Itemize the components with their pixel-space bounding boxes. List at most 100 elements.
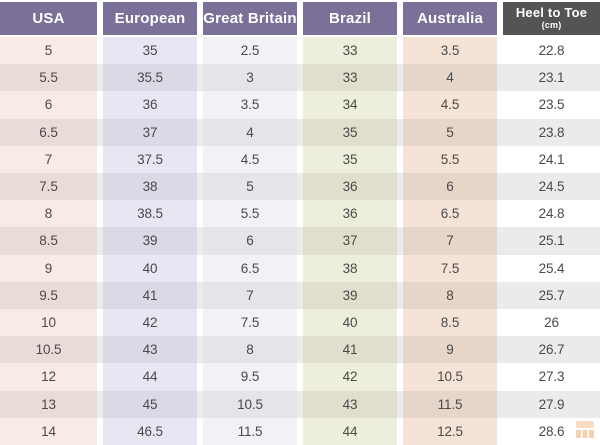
cell-heel-to-toe: 26.7 bbox=[503, 336, 600, 364]
cell-brazil: 35 bbox=[303, 145, 397, 173]
cell-great-britain: 2.5 bbox=[203, 37, 297, 65]
cell-heel-to-toe: 23.5 bbox=[503, 91, 600, 119]
cell-heel-to-toe: 25.1 bbox=[503, 227, 600, 255]
cell-usa: 7 bbox=[0, 145, 97, 173]
column-header-label: European bbox=[114, 9, 186, 27]
table-row: 12 44 9.5 42 10.5 27.3 bbox=[0, 363, 600, 391]
column-header-sublabel: (cm) bbox=[541, 20, 562, 31]
table-row: 5.5 35.5 3 33 4 23.1 bbox=[0, 64, 600, 92]
cell-australia: 3.5 bbox=[403, 37, 497, 65]
column-header-label: Great Britain bbox=[203, 9, 297, 27]
cell-usa: 8.5 bbox=[0, 227, 97, 255]
cell-brazil: 33 bbox=[303, 64, 397, 92]
cell-usa: 10.5 bbox=[0, 336, 97, 364]
column-header-label: USA bbox=[32, 9, 65, 27]
cell-great-britain: 5 bbox=[203, 173, 297, 201]
table-row: 7 37.5 4.5 35 5.5 24.1 bbox=[0, 145, 600, 173]
cell-great-britain: 5.5 bbox=[203, 200, 297, 228]
column-header-australia: Australia bbox=[403, 2, 497, 35]
cell-brazil: 39 bbox=[303, 281, 397, 309]
table-header-row: USA European Great Britain Brazil Australia H… bbox=[0, 2, 600, 35]
cell-great-britain: 3.5 bbox=[203, 91, 297, 119]
column-header-great-britain: Great Britain bbox=[203, 2, 297, 35]
table-row: 8 38.5 5.5 36 6.5 24.8 bbox=[0, 200, 600, 228]
cell-european: 35 bbox=[103, 37, 197, 65]
table-row: 14 46.5 11.5 44 12.5 28.6 bbox=[0, 417, 600, 445]
cell-usa: 9 bbox=[0, 254, 97, 282]
table-body: 5 35 2.5 33 3.5 22.8 5.5 35.5 3 33 4 23.1 6 36 3.5 34 4.… bbox=[0, 37, 600, 445]
cell-usa: 14 bbox=[0, 417, 97, 445]
cell-usa: 12 bbox=[0, 363, 97, 391]
cell-european: 45 bbox=[103, 390, 197, 418]
cell-australia: 10.5 bbox=[403, 363, 497, 391]
cell-great-britain: 7.5 bbox=[203, 309, 297, 337]
cell-great-britain: 3 bbox=[203, 64, 297, 92]
cell-great-britain: 4.5 bbox=[203, 145, 297, 173]
table-row: 10.5 43 8 41 9 26.7 bbox=[0, 336, 600, 364]
cell-great-britain: 6 bbox=[203, 227, 297, 255]
table-row: 8.5 39 6 37 7 25.1 bbox=[0, 227, 600, 255]
cell-australia: 4.5 bbox=[403, 91, 497, 119]
cell-heel-to-toe: 23.1 bbox=[503, 64, 600, 92]
cell-european: 43 bbox=[103, 336, 197, 364]
cell-european: 42 bbox=[103, 309, 197, 337]
cell-great-britain: 9.5 bbox=[203, 363, 297, 391]
cell-european: 38.5 bbox=[103, 200, 197, 228]
column-header-usa: USA bbox=[0, 2, 97, 35]
cell-australia: 7 bbox=[403, 227, 497, 255]
cell-great-britain: 11.5 bbox=[203, 417, 297, 445]
cell-brazil: 41 bbox=[303, 336, 397, 364]
cell-european: 36 bbox=[103, 91, 197, 119]
cell-brazil: 42 bbox=[303, 363, 397, 391]
cell-usa: 9.5 bbox=[0, 281, 97, 309]
cell-european: 44 bbox=[103, 363, 197, 391]
cell-great-britain: 7 bbox=[203, 281, 297, 309]
column-header-brazil: Brazil bbox=[303, 2, 397, 35]
cell-brazil: 38 bbox=[303, 254, 397, 282]
cell-brazil: 44 bbox=[303, 417, 397, 445]
column-header-label: Australia bbox=[417, 9, 483, 27]
cell-brazil: 37 bbox=[303, 227, 397, 255]
cell-heel-to-toe: 24.5 bbox=[503, 173, 600, 201]
cell-australia: 12.5 bbox=[403, 417, 497, 445]
table-row: 6 36 3.5 34 4.5 23.5 bbox=[0, 91, 600, 119]
cell-brazil: 34 bbox=[303, 91, 397, 119]
cell-australia: 8 bbox=[403, 281, 497, 309]
cell-usa: 10 bbox=[0, 309, 97, 337]
cell-european: 46.5 bbox=[103, 417, 197, 445]
cell-heel-to-toe: 27.3 bbox=[503, 363, 600, 391]
cell-australia: 11.5 bbox=[403, 390, 497, 418]
cell-australia: 8.5 bbox=[403, 309, 497, 337]
cell-heel-to-toe: 27.9 bbox=[503, 390, 600, 418]
cell-european: 38 bbox=[103, 173, 197, 201]
cell-heel-to-toe: 25.4 bbox=[503, 254, 600, 282]
cell-australia: 6.5 bbox=[403, 200, 497, 228]
cell-australia: 6 bbox=[403, 173, 497, 201]
cell-european: 37.5 bbox=[103, 145, 197, 173]
cell-heel-to-toe: 25.7 bbox=[503, 281, 600, 309]
column-header-heel-to-toe: Heel to Toe (cm) bbox=[503, 2, 600, 35]
cell-heel-to-toe: 26 bbox=[503, 309, 600, 337]
table-row: 13 45 10.5 43 11.5 27.9 bbox=[0, 390, 600, 418]
cell-heel-to-toe: 24.8 bbox=[503, 200, 600, 228]
cell-australia: 7.5 bbox=[403, 254, 497, 282]
cell-brazil: 36 bbox=[303, 200, 397, 228]
table-row: 9 40 6.5 38 7.5 25.4 bbox=[0, 254, 600, 282]
cell-great-britain: 10.5 bbox=[203, 390, 297, 418]
cell-brazil: 36 bbox=[303, 173, 397, 201]
table-row: 7.5 38 5 36 6 24.5 bbox=[0, 173, 600, 201]
cell-european: 41 bbox=[103, 281, 197, 309]
cell-usa: 13 bbox=[0, 390, 97, 418]
cell-heel-to-toe: 23.8 bbox=[503, 118, 600, 146]
cell-great-britain: 4 bbox=[203, 118, 297, 146]
table-row: 10 42 7.5 40 8.5 26 bbox=[0, 309, 600, 337]
cell-usa: 7.5 bbox=[0, 173, 97, 201]
cell-european: 35.5 bbox=[103, 64, 197, 92]
table-row: 5 35 2.5 33 3.5 22.8 bbox=[0, 37, 600, 65]
table-row: 9.5 41 7 39 8 25.7 bbox=[0, 281, 600, 309]
cell-brazil: 43 bbox=[303, 390, 397, 418]
cell-australia: 5.5 bbox=[403, 145, 497, 173]
table-row: 6.5 37 4 35 5 23.8 bbox=[0, 118, 600, 146]
column-header-label: Heel to Toe bbox=[515, 5, 588, 21]
